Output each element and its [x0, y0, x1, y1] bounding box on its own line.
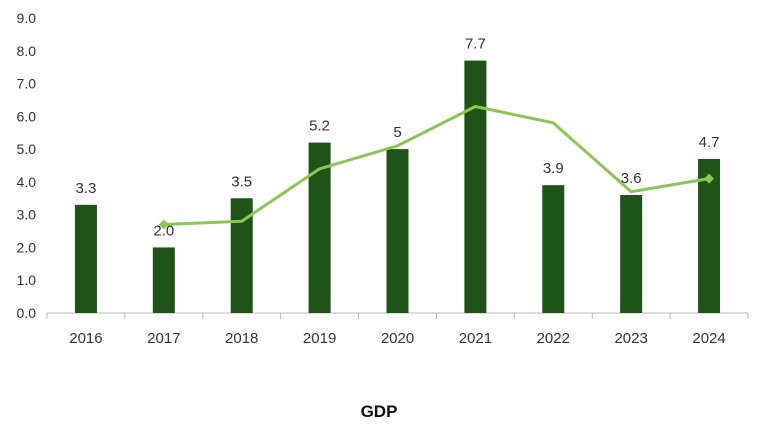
y-tick-label: 5.0 — [17, 141, 37, 157]
y-tick-label: 7.0 — [17, 76, 37, 92]
y-tick-label: 4.0 — [17, 174, 37, 190]
x-tick-label: 2017 — [147, 330, 180, 347]
bar — [386, 149, 409, 313]
bar-data-label: 5.2 — [309, 118, 330, 135]
y-tick-label: 1.0 — [17, 272, 37, 288]
x-tick-label: 2024 — [692, 330, 725, 347]
bar — [230, 198, 253, 313]
x-tick-label: 2019 — [303, 330, 336, 347]
bar-data-label: 7.7 — [465, 36, 486, 53]
bar-data-label: 3.9 — [543, 160, 564, 177]
y-tick-label: 2.0 — [17, 239, 37, 255]
bar — [542, 185, 565, 313]
bar — [74, 204, 97, 313]
y-tick-label: 6.0 — [17, 108, 37, 124]
bar-data-label: 5 — [393, 124, 401, 141]
bar-data-label: 3.6 — [621, 170, 642, 187]
bar — [308, 142, 331, 313]
x-tick-label: 2018 — [225, 330, 258, 347]
bar-data-label: 3.3 — [76, 180, 97, 197]
bar — [620, 195, 643, 313]
y-tick-label: 3.0 — [17, 207, 37, 223]
x-tick-label: 2023 — [614, 330, 647, 347]
x-tick-label: 2016 — [69, 330, 102, 347]
x-tick-label: 2022 — [537, 330, 570, 347]
legend-label-gdp: GDP — [360, 402, 398, 421]
bar — [698, 158, 721, 313]
bar — [464, 60, 487, 313]
bar-data-label: 3.5 — [231, 173, 252, 190]
y-tick-label: 8.0 — [17, 43, 37, 59]
x-tick-label: 2020 — [381, 330, 414, 347]
y-tick-label: 0.0 — [17, 305, 37, 321]
bar-data-label: 2.0 — [153, 222, 174, 239]
bar — [152, 247, 175, 313]
line-marker — [704, 173, 715, 184]
y-tick-label: 9.0 — [17, 10, 37, 26]
line-marker — [158, 219, 169, 230]
bar-data-label: 4.7 — [699, 134, 720, 151]
x-tick-label: 2021 — [459, 330, 492, 347]
line-series — [162, 105, 711, 226]
